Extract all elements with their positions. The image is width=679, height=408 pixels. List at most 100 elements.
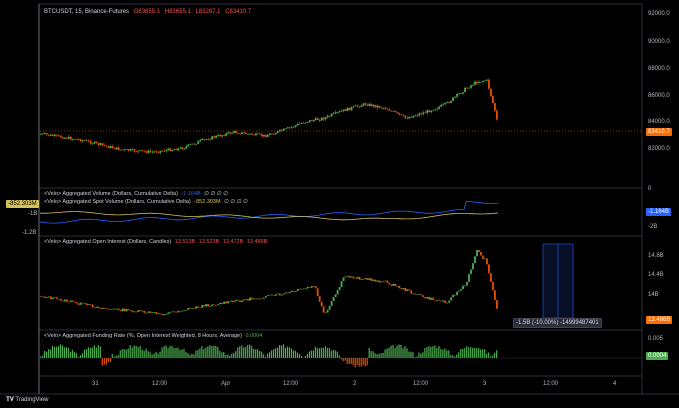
price-candle xyxy=(171,149,174,152)
price-candle xyxy=(235,131,237,134)
oi-candle xyxy=(219,302,222,305)
price-tick: 92000.0 xyxy=(648,11,670,17)
oi-candle xyxy=(282,293,285,295)
price-candle xyxy=(241,132,243,135)
oi-candle xyxy=(177,310,180,313)
funding-bar xyxy=(119,350,121,358)
price-candle xyxy=(374,104,377,108)
funding-bar xyxy=(320,347,322,358)
oi-candle xyxy=(408,289,411,291)
funding-bar xyxy=(67,347,70,358)
price-candle xyxy=(261,134,263,137)
oi-candle xyxy=(41,296,44,298)
price-candle xyxy=(436,108,439,110)
funding-bar xyxy=(79,355,82,358)
tradingview-logo[interactable]: 𝐓𝐕 TradingView xyxy=(6,397,48,404)
funding-bar xyxy=(346,358,348,364)
oi-candle xyxy=(241,300,243,302)
price-candle xyxy=(462,92,464,94)
funding-bar xyxy=(207,346,209,358)
oi-candle xyxy=(249,297,251,301)
ohlc-low: L83287.1 xyxy=(195,9,221,15)
funding-bar xyxy=(314,347,316,358)
oi-candle xyxy=(438,299,441,301)
oi-candle xyxy=(360,278,363,280)
funding-bar xyxy=(237,347,239,358)
oi-candle xyxy=(193,308,196,309)
funding-bar xyxy=(436,348,438,358)
price-candle xyxy=(129,149,132,151)
funding-bar xyxy=(153,353,155,358)
price-candle xyxy=(99,143,102,145)
oi-candle xyxy=(167,312,170,315)
funding-bar xyxy=(278,344,281,358)
ohlc-high: H83655.1 xyxy=(164,9,191,15)
funding-bar xyxy=(286,346,289,358)
price-candle xyxy=(398,112,401,115)
price-candle xyxy=(438,106,441,109)
oi-candle xyxy=(77,303,80,305)
oi-candle xyxy=(272,294,275,296)
oi-candle xyxy=(40,296,42,297)
funding-bar xyxy=(440,348,442,358)
funding-bar xyxy=(187,353,189,358)
oi-candle xyxy=(195,306,198,309)
funding-bar xyxy=(336,351,338,358)
volume-pane-title: <Velo> Aggregated Volume (Dollars, Cumul… xyxy=(44,191,228,197)
oi-candle xyxy=(274,294,277,296)
funding-bar xyxy=(87,347,89,358)
oi-candle xyxy=(235,299,237,302)
oi-candle xyxy=(358,276,361,280)
oi-candle xyxy=(364,278,367,280)
oi-candle xyxy=(482,255,484,259)
price-candle xyxy=(442,104,445,105)
price-candle xyxy=(472,84,474,86)
price-candle xyxy=(366,104,369,106)
price-candle xyxy=(143,150,146,152)
oi-candle xyxy=(251,297,253,300)
price-candle xyxy=(215,135,218,138)
funding-bar xyxy=(412,352,414,358)
oi-candle xyxy=(197,306,200,308)
price-candle xyxy=(213,136,216,138)
price-candle xyxy=(101,143,104,146)
funding-bar xyxy=(306,353,309,358)
oi-candle xyxy=(237,299,239,301)
price-candle xyxy=(117,147,120,151)
measure-tooltip: -1.5B (-10.00%) -14999487401 xyxy=(513,318,602,328)
price-candle xyxy=(294,125,297,127)
price-candle xyxy=(340,110,343,112)
funding-bar xyxy=(167,347,169,358)
price-candle xyxy=(87,140,90,142)
price-candle xyxy=(466,87,468,89)
funding-bar xyxy=(490,356,492,358)
oi-candle xyxy=(420,294,423,296)
oi-candle xyxy=(474,256,476,264)
price-candle xyxy=(450,100,452,103)
funding-bar xyxy=(203,348,205,358)
oi-candle xyxy=(464,285,466,287)
funding-bar xyxy=(47,349,50,358)
funding-bar xyxy=(185,352,187,358)
price-candle xyxy=(169,148,172,152)
price-candle xyxy=(119,149,122,151)
time-tick: 3 xyxy=(483,381,487,387)
price-candle xyxy=(95,141,98,143)
funding-bar xyxy=(263,354,265,358)
oi-candle xyxy=(286,292,289,294)
oi-candle xyxy=(444,300,447,304)
funding-bar xyxy=(400,344,402,358)
price-candle xyxy=(448,102,451,103)
funding-bar xyxy=(63,347,66,358)
funding-bar xyxy=(480,349,482,358)
funding-bar xyxy=(284,347,287,358)
price-candle xyxy=(318,119,321,121)
price-candle xyxy=(157,152,160,154)
funding-bar xyxy=(404,346,406,358)
price-candle xyxy=(47,134,50,136)
oi-candle xyxy=(304,288,307,290)
oi-candle xyxy=(121,308,124,312)
price-candle xyxy=(480,81,482,83)
